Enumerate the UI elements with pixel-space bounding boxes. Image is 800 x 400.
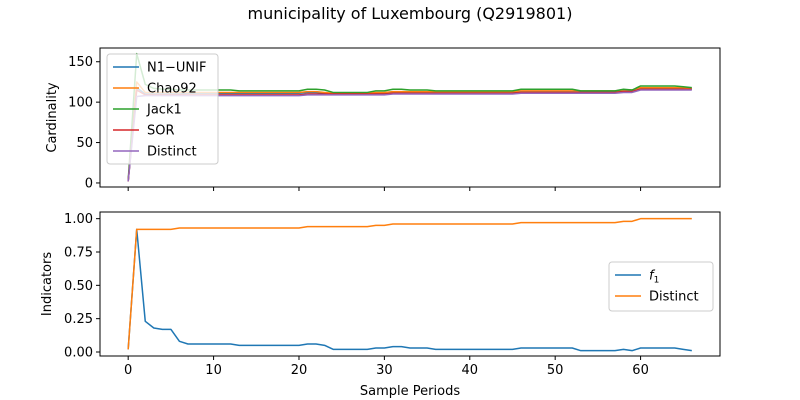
- axes-frame: [99, 211, 721, 357]
- legend-label: Distinct: [649, 290, 699, 305]
- y-tick-label: 150: [68, 55, 93, 70]
- y-tick-label: 0.50: [64, 279, 93, 294]
- x-axis-label: Sample Periods: [360, 384, 460, 399]
- figure-title: municipality of Luxembourg (Q2919801): [248, 4, 573, 23]
- x-tick-label: 60: [632, 363, 649, 378]
- y-tick-label: 0.75: [64, 246, 93, 261]
- series-line-0: [127, 86, 692, 182]
- y-tick-label: 1.00: [64, 212, 93, 227]
- legend-label: Distinct: [147, 145, 197, 160]
- axes-frame: [99, 47, 721, 188]
- legend-frame: [106, 53, 219, 165]
- y-tick-label: 0: [85, 176, 93, 191]
- legend-label: f1: [649, 269, 659, 286]
- cardinality-subplot: 0 50 100 150 Cardinality N1−UNIF Chao92 Jack1 SO…: [45, 47, 721, 191]
- x-tick-label: 20: [291, 363, 308, 378]
- legend: f1 Distinct: [608, 261, 714, 312]
- y-tick-label: 100: [68, 96, 93, 111]
- series-line-3: [127, 88, 692, 182]
- x-tick-label: 0: [124, 363, 132, 378]
- y-axis-label: Indicators: [40, 252, 55, 316]
- indicators-subplot: 0 10 20 30 40 50 60 0.00 0.25 0.50 0.75 1.00 Indicat…: [40, 211, 721, 399]
- series-line-2: [127, 52, 692, 181]
- y-tick-label: 0.00: [64, 346, 93, 361]
- x-tick-label: 40: [462, 363, 479, 378]
- y-tick-label: 50: [76, 136, 93, 151]
- x-tick-label: 30: [376, 363, 393, 378]
- series-line-0: [127, 228, 692, 352]
- series-line-4: [127, 89, 692, 182]
- legend-label: Jack1: [146, 103, 182, 118]
- series-line-1: [127, 217, 692, 350]
- x-tick-label: 10: [205, 363, 222, 378]
- legend: N1−UNIF Chao92 Jack1 SOR Distinct: [106, 53, 219, 165]
- y-tick-label: 0.25: [64, 312, 93, 327]
- legend-label: Chao92: [147, 82, 197, 97]
- y-axis-label: Cardinality: [45, 82, 60, 153]
- legend-label: SOR: [147, 124, 175, 139]
- legend-label: N1−UNIF: [147, 61, 206, 76]
- x-tick-label: 50: [547, 363, 564, 378]
